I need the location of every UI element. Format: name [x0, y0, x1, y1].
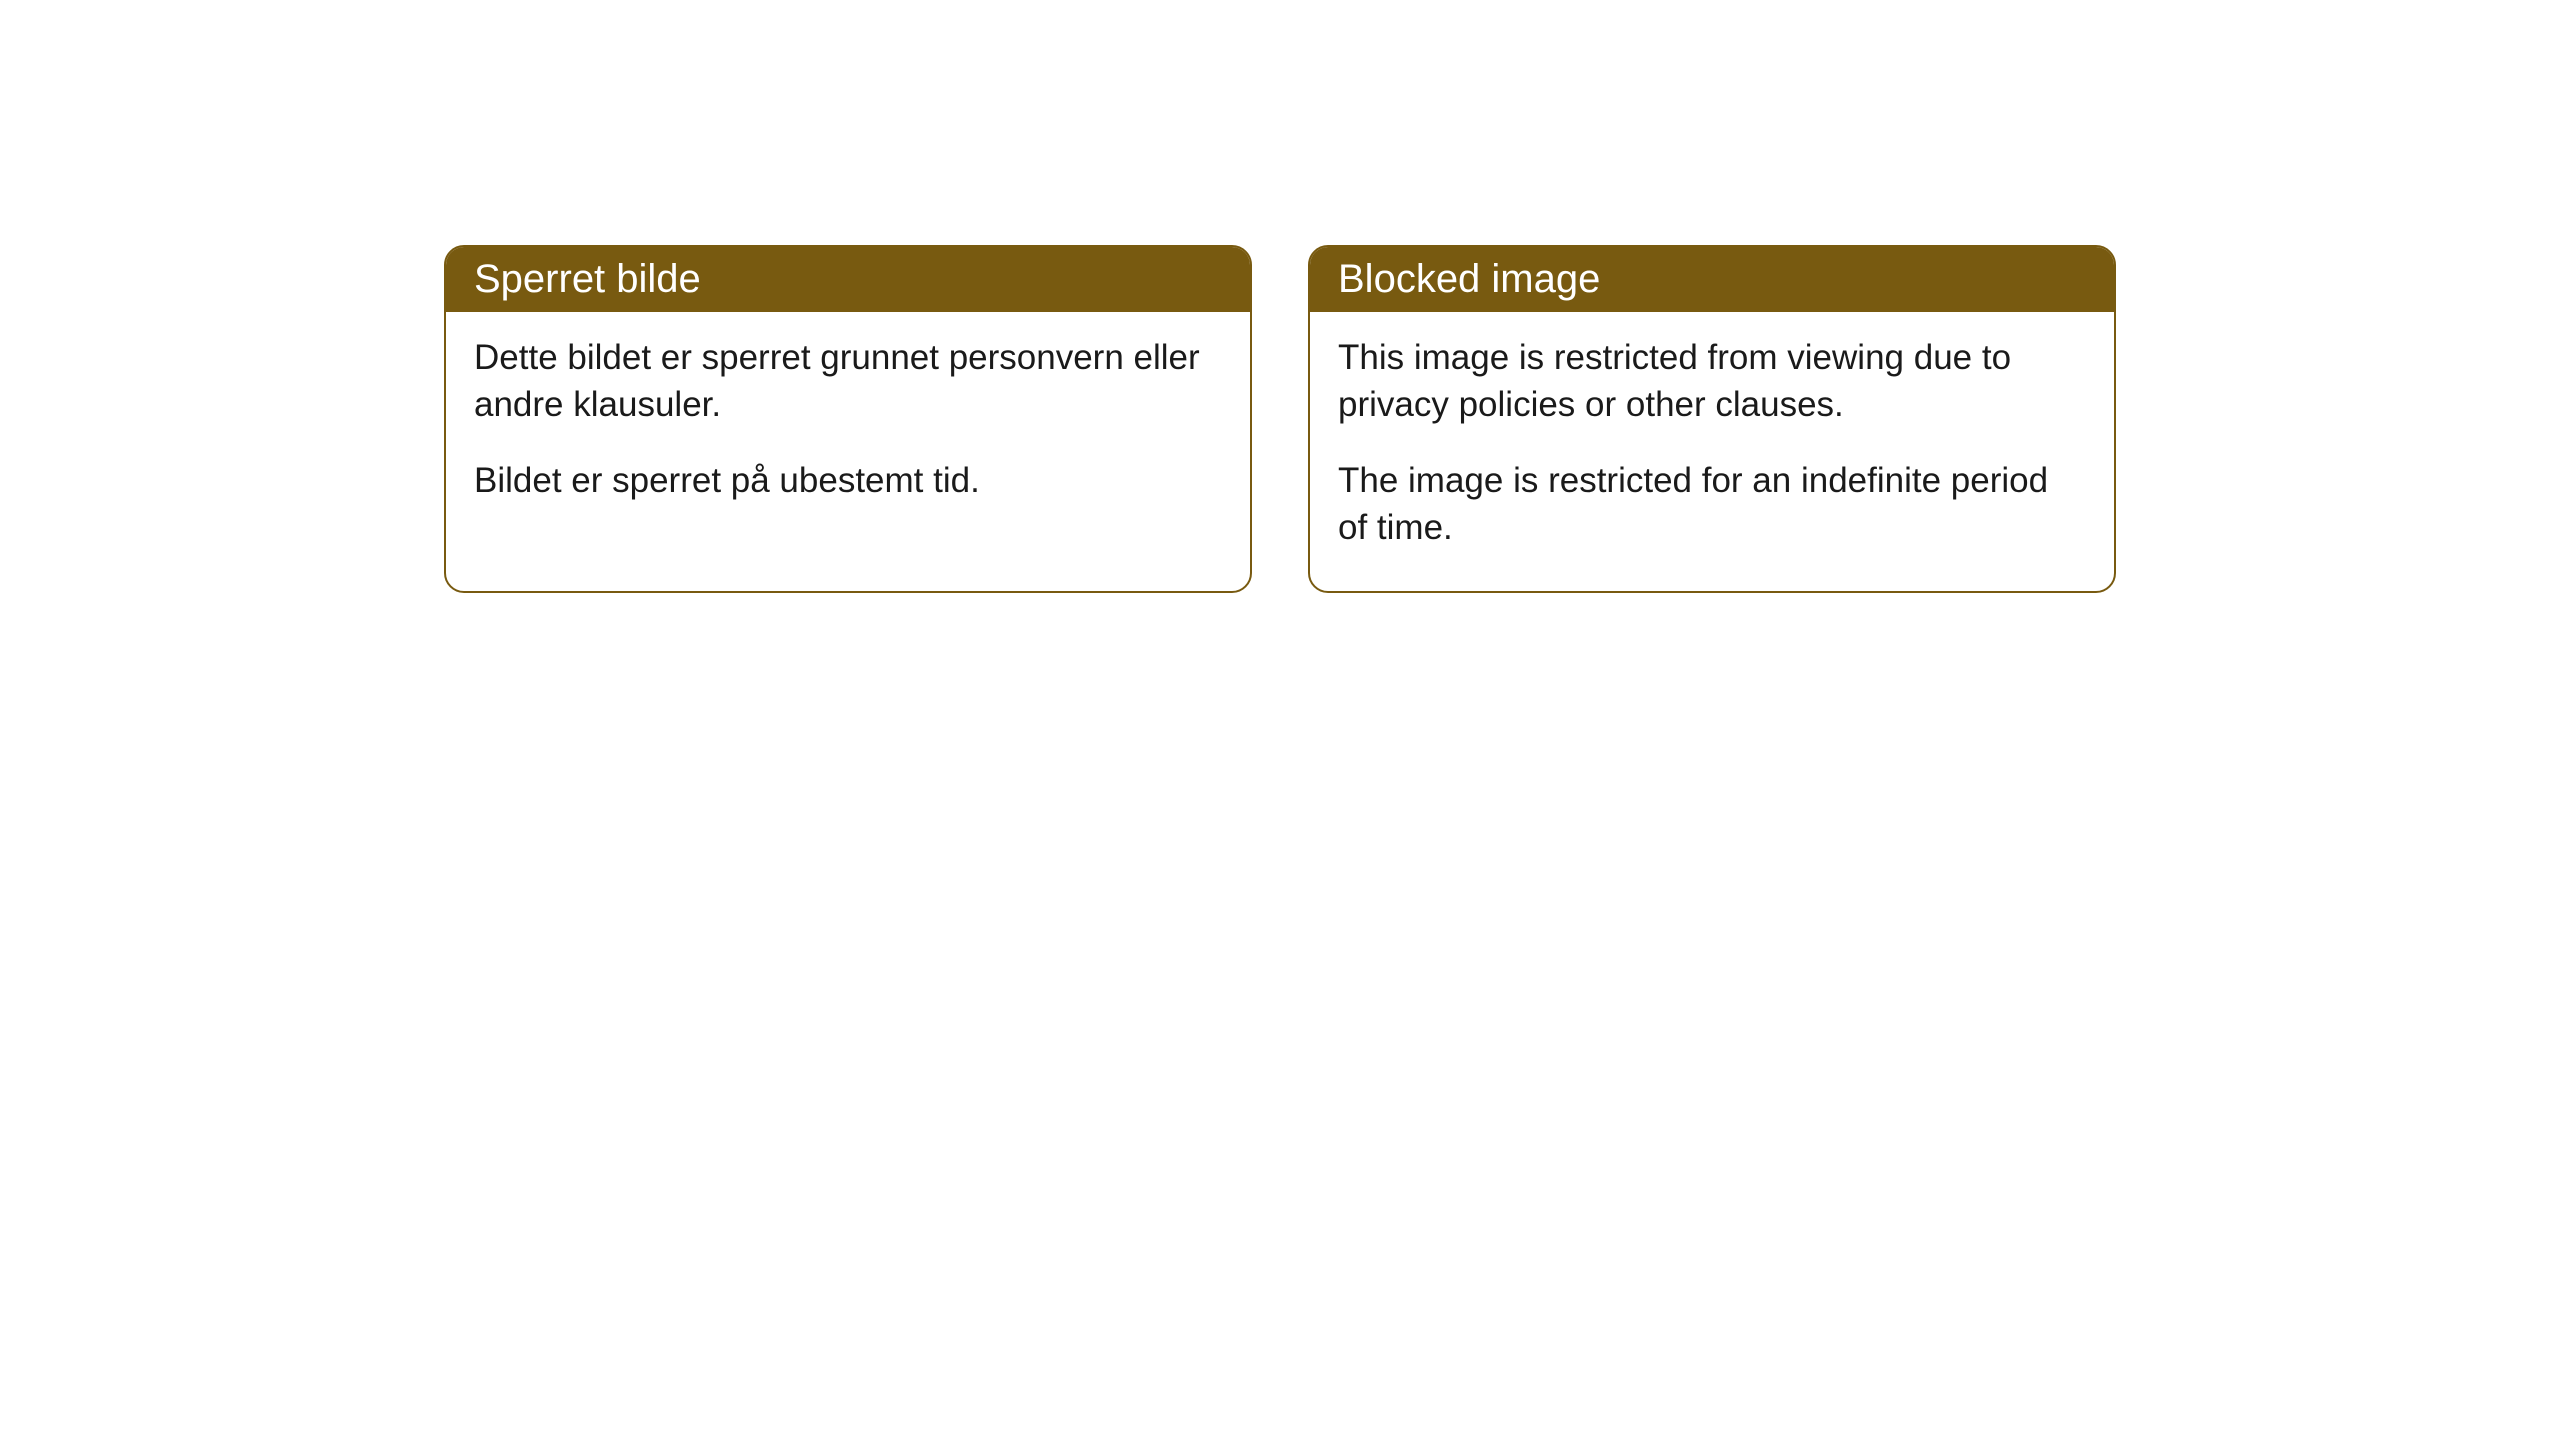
- card-title: Sperret bilde: [474, 257, 701, 301]
- card-paragraph: Dette bildet er sperret grunnet personve…: [474, 334, 1222, 429]
- card-header: Sperret bilde: [446, 247, 1250, 312]
- card-header: Blocked image: [1310, 247, 2114, 312]
- card-paragraph: This image is restricted from viewing du…: [1338, 334, 2086, 429]
- card-body: Dette bildet er sperret grunnet personve…: [446, 312, 1250, 544]
- card-paragraph: The image is restricted for an indefinit…: [1338, 457, 2086, 552]
- card-title: Blocked image: [1338, 257, 1600, 301]
- notice-card-english: Blocked image This image is restricted f…: [1308, 245, 2116, 593]
- notice-card-norwegian: Sperret bilde Dette bildet er sperret gr…: [444, 245, 1252, 593]
- card-body: This image is restricted from viewing du…: [1310, 312, 2114, 591]
- notice-cards-container: Sperret bilde Dette bildet er sperret gr…: [444, 245, 2116, 593]
- card-paragraph: Bildet er sperret på ubestemt tid.: [474, 457, 1222, 504]
